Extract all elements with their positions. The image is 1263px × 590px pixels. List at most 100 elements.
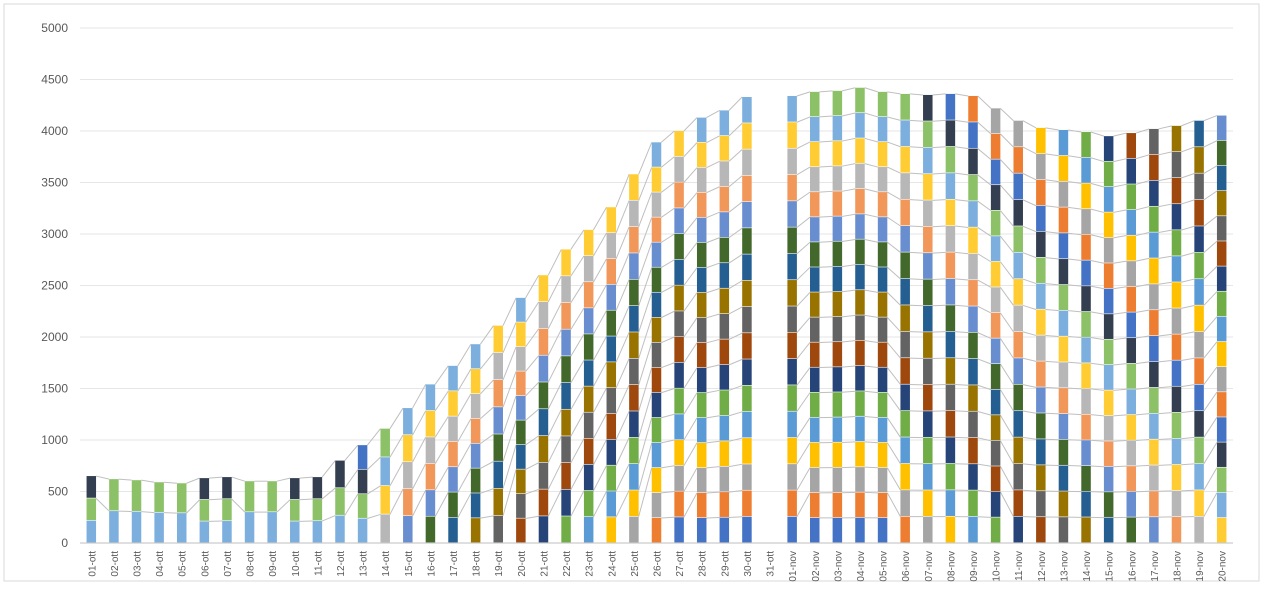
bar-segment: [855, 391, 864, 416]
bar-segment: [177, 513, 186, 542]
bar-segment: [1172, 282, 1181, 307]
bar-segment: [720, 365, 729, 390]
bar-segment: [313, 499, 322, 520]
bar-segment: [742, 333, 751, 359]
connector-line: [1159, 465, 1172, 466]
bar-segment: [87, 498, 96, 520]
bar-segment: [652, 217, 661, 241]
bar-segment: [742, 149, 751, 175]
bar-segment: [1194, 437, 1203, 463]
bar-segment: [629, 306, 638, 332]
bar-segment: [991, 441, 1000, 466]
bar-segment: [1149, 181, 1158, 206]
bar-segment: [900, 517, 909, 543]
x-tick-label: 06-nov: [901, 551, 912, 582]
bar-segment: [493, 516, 502, 543]
bar-segment: [900, 490, 909, 516]
bar-segment: [1059, 336, 1068, 361]
bar-segment: [1194, 226, 1203, 252]
connector-line: [1113, 466, 1126, 467]
connector-line: [1068, 414, 1081, 415]
bar-segment: [1104, 416, 1113, 441]
bar-segment: [471, 493, 480, 517]
bar-segment: [539, 409, 548, 435]
bar-segment: [561, 516, 570, 542]
bar-segment: [742, 176, 751, 202]
bar-segment: [833, 493, 842, 518]
bar-segment: [855, 442, 864, 467]
x-tick-label: 13-ott: [359, 551, 370, 577]
bar-segment: [674, 286, 683, 311]
bar-segment: [1081, 183, 1090, 208]
bar-segment: [674, 157, 683, 182]
bar-segment: [607, 259, 616, 284]
bar-segment: [810, 192, 819, 216]
bar-segment: [403, 516, 412, 542]
bar-segment: [787, 149, 796, 175]
bar-segment: [1172, 204, 1181, 229]
bar-segment: [1217, 317, 1226, 342]
bar-segment: [855, 341, 864, 366]
bar-segment: [1172, 465, 1181, 490]
bar-segment: [584, 230, 593, 255]
bar-segment: [109, 479, 118, 510]
bar-segment: [674, 131, 683, 156]
bar-segment: [403, 435, 412, 461]
bar-segment: [1013, 305, 1022, 331]
bar-segment: [1059, 156, 1068, 181]
bar-segment: [810, 267, 819, 291]
bar-segment: [380, 514, 389, 542]
bar-segment: [1127, 287, 1136, 312]
x-tick-label: 19-nov: [1195, 551, 1206, 582]
bar-segment: [742, 412, 751, 438]
bar-segment: [946, 385, 955, 411]
bar-segment: [1036, 206, 1045, 231]
bar-segment: [946, 358, 955, 384]
bar-segment: [629, 490, 638, 516]
bar-segment: [855, 417, 864, 442]
bar-segment: [674, 337, 683, 362]
bar-segment: [878, 92, 887, 116]
bar-segment: [1059, 388, 1068, 413]
y-tick-label: 3500: [41, 176, 68, 190]
bar-segment: [900, 332, 909, 358]
bar-segment: [697, 418, 706, 442]
bar-segment: [1013, 279, 1022, 305]
connector-line: [1068, 440, 1081, 441]
bar-segment: [968, 359, 977, 385]
bar-segment: [742, 386, 751, 412]
y-tick-label: 4000: [41, 124, 68, 138]
bar-segment: [1217, 166, 1226, 191]
bar-segment: [697, 393, 706, 417]
bar-segment: [1013, 253, 1022, 279]
bar-segment: [1217, 468, 1226, 493]
bar-segment: [855, 315, 864, 340]
connector-line: [933, 252, 946, 253]
bar-segment: [1172, 256, 1181, 281]
bar-segment: [652, 268, 661, 292]
bar-segment: [968, 412, 977, 438]
bar-segment: [833, 166, 842, 191]
bar-segment: [1172, 439, 1181, 464]
bar-segment: [923, 148, 932, 174]
bar-segment: [1104, 289, 1113, 314]
bar-segment: [720, 314, 729, 339]
bar-segment: [742, 202, 751, 228]
bar-segment: [742, 281, 751, 307]
bar-segment: [810, 242, 819, 266]
bar-segment: [900, 226, 909, 252]
bar-segment: [335, 488, 344, 515]
bar-segment: [810, 468, 819, 492]
bar-segment: [1172, 126, 1181, 151]
bar-segment: [1217, 241, 1226, 266]
connector-line: [910, 252, 923, 253]
bar-segment: [923, 490, 932, 516]
bar-segment: [878, 342, 887, 366]
bar-segment: [855, 88, 864, 113]
bar-segment: [584, 282, 593, 307]
bar-segment: [900, 437, 909, 463]
bar-segment: [923, 411, 932, 437]
bar-segment: [1149, 491, 1158, 516]
bar-segment: [810, 92, 819, 116]
bar-segment: [878, 468, 887, 492]
